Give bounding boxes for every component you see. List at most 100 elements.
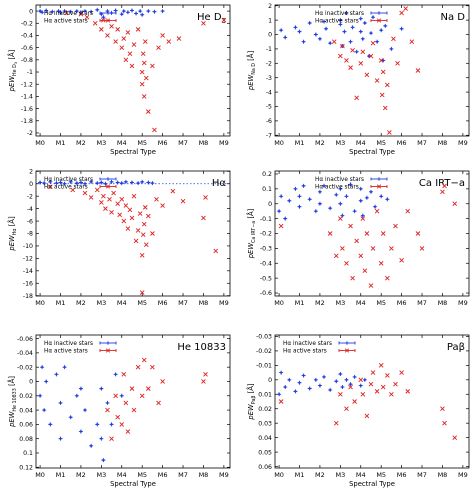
point-dot xyxy=(57,9,60,13)
point-dot xyxy=(141,13,144,16)
point-marker xyxy=(380,69,386,75)
data-point xyxy=(387,130,392,135)
point-dot xyxy=(49,423,52,426)
data-point xyxy=(333,420,339,426)
point-marker xyxy=(139,252,145,258)
point-dot xyxy=(369,190,373,193)
data-point xyxy=(135,27,141,32)
data-point xyxy=(58,400,63,405)
point-dot xyxy=(359,187,362,190)
point-marker xyxy=(141,60,147,66)
y-tick-label: 0.03 xyxy=(258,420,272,427)
x-tick-label: M4 xyxy=(117,139,127,147)
y-tick-label: -8 xyxy=(27,231,33,238)
data-point xyxy=(78,11,84,17)
y-tick-label: -0.8 xyxy=(21,57,33,64)
point-dot xyxy=(345,11,348,15)
point-dot xyxy=(96,182,99,185)
point-marker xyxy=(344,58,349,63)
point-marker xyxy=(115,414,121,420)
data-point xyxy=(317,201,322,206)
y-tick-label: -14 xyxy=(23,268,33,275)
point-dot xyxy=(339,372,342,376)
point-dot xyxy=(69,180,72,183)
point-marker xyxy=(92,20,98,26)
y-tick-label: -2 xyxy=(27,193,33,200)
point-dot xyxy=(288,378,291,381)
y-tick-label: 0.08 xyxy=(19,436,33,443)
point-marker xyxy=(140,232,146,238)
point-dot xyxy=(90,10,93,13)
data-point xyxy=(121,218,127,224)
data-point xyxy=(140,12,145,17)
point-marker xyxy=(135,27,141,32)
point-dot xyxy=(130,181,134,184)
x-tick-label: M6 xyxy=(158,471,168,479)
point-marker xyxy=(370,246,376,251)
y-tick-label: 0.02 xyxy=(258,406,272,413)
point-marker xyxy=(338,391,343,397)
point-dot xyxy=(339,187,342,190)
point-marker xyxy=(360,391,366,397)
point-marker xyxy=(378,58,384,63)
data-point xyxy=(338,372,343,377)
x-tick-label: M7 xyxy=(178,299,188,307)
point-dot xyxy=(367,55,371,58)
data-point xyxy=(160,33,165,38)
data-point xyxy=(109,179,114,184)
point-dot xyxy=(90,180,93,183)
point-marker xyxy=(150,364,155,370)
x-tick-label: M5 xyxy=(376,299,386,307)
x-tick-label: M2 xyxy=(76,299,86,307)
data-point xyxy=(170,188,176,194)
data-point xyxy=(370,40,376,46)
data-point xyxy=(74,181,79,186)
data-point xyxy=(123,179,128,184)
y-tick-label: -0.1 xyxy=(260,216,272,223)
x-tick-label: M4 xyxy=(356,139,366,147)
y-tick-label: -1.8 xyxy=(21,118,33,125)
data-point xyxy=(129,215,135,221)
panel-title: Hα xyxy=(212,178,227,189)
data-point xyxy=(119,196,125,202)
point-marker xyxy=(154,196,159,202)
y-tick-label: -0.5 xyxy=(260,275,272,282)
point-dot xyxy=(134,12,138,15)
point-marker xyxy=(442,183,447,189)
y-tick-label: -3 xyxy=(266,75,272,82)
point-marker xyxy=(278,223,284,229)
x-tick-label: M2 xyxy=(315,299,325,307)
y-tick-label: -0.02 xyxy=(17,364,33,371)
point-dot xyxy=(110,180,113,183)
data-point xyxy=(307,386,312,391)
point-dot xyxy=(124,180,127,183)
data-point xyxy=(368,381,374,387)
data-point xyxy=(352,399,357,404)
point-dot xyxy=(90,444,93,447)
data-point xyxy=(131,407,137,413)
point-marker xyxy=(113,393,118,399)
y-tick-label: -6 xyxy=(27,218,33,225)
data-point xyxy=(399,370,404,375)
point-marker xyxy=(139,290,145,295)
data-point xyxy=(283,35,288,40)
data-point xyxy=(139,81,145,87)
point-marker xyxy=(378,363,384,368)
x-axis-label: Spectral Type xyxy=(349,148,395,156)
data-point xyxy=(150,364,155,370)
point-dot xyxy=(294,26,297,29)
data-point xyxy=(344,194,349,199)
y-tick-label: 0.04 xyxy=(258,435,272,442)
y-tick-label: -2 xyxy=(266,61,272,68)
y-tick-label: -1.6 xyxy=(21,106,33,113)
point-dot xyxy=(349,40,352,43)
data-point xyxy=(358,186,363,191)
data-point xyxy=(123,203,129,208)
data-point xyxy=(111,190,116,196)
chart-panel-5: M0 M1 M2 M3 M4 M5 M6 M7 M8 M9 -0.06 -0.04 -0.02 0 0.02… xyxy=(7,334,231,488)
point-marker xyxy=(119,422,125,427)
data-point xyxy=(415,68,421,73)
data-point xyxy=(83,9,88,14)
point-marker xyxy=(403,6,409,11)
